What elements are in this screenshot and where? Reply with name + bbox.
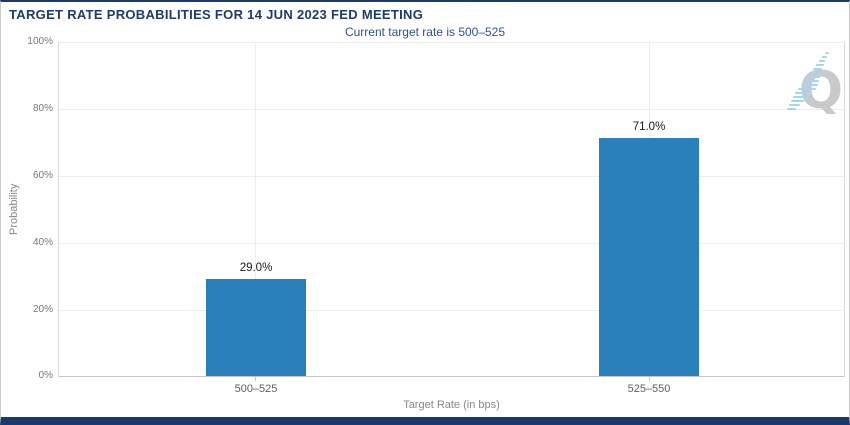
gridline-80pct [59,109,844,110]
y-tick-label-100: 100% [27,36,53,47]
y-tick-label-40: 40% [32,237,53,248]
y-tick-label-0: 0% [38,370,53,381]
y-tick-label-80: 80% [32,103,53,114]
x-tick-label-2: 525–550 [627,383,671,395]
chart-title: TARGET RATE PROBABILITIES FOR 14 JUN 202… [9,7,424,22]
plot-area: 29.0% 71.0% [58,42,845,377]
bar: 71.0% [599,121,699,376]
x-tick-mark-2 [649,377,650,381]
y-axis-title: Probability [8,183,20,236]
y-tick-label-20: 20% [32,304,53,315]
gridline-100pct [59,42,844,43]
bar: 29.0% [206,262,306,376]
v-gridline-category-1 [255,42,256,376]
gridline-60pct [59,176,844,177]
x-axis-title: Target Rate (in bps) [403,399,500,411]
bar-value-label: 29.0% [239,261,273,274]
chart-subtitle: Current target rate is 500–525 [344,25,506,39]
quikstrike-q-logo-icon: Q [787,52,843,114]
x-tick-label-1: 500–525 [234,383,278,395]
x-tick-mark-1 [255,377,256,381]
bar-value-label: 71.0% [632,121,666,134]
gridline-20pct [59,310,844,311]
y-tick-label-60: 60% [32,170,53,181]
gridline-40pct [59,243,844,244]
x-axis-baseline [59,376,844,377]
logo-diagonal-stripes [787,52,829,110]
